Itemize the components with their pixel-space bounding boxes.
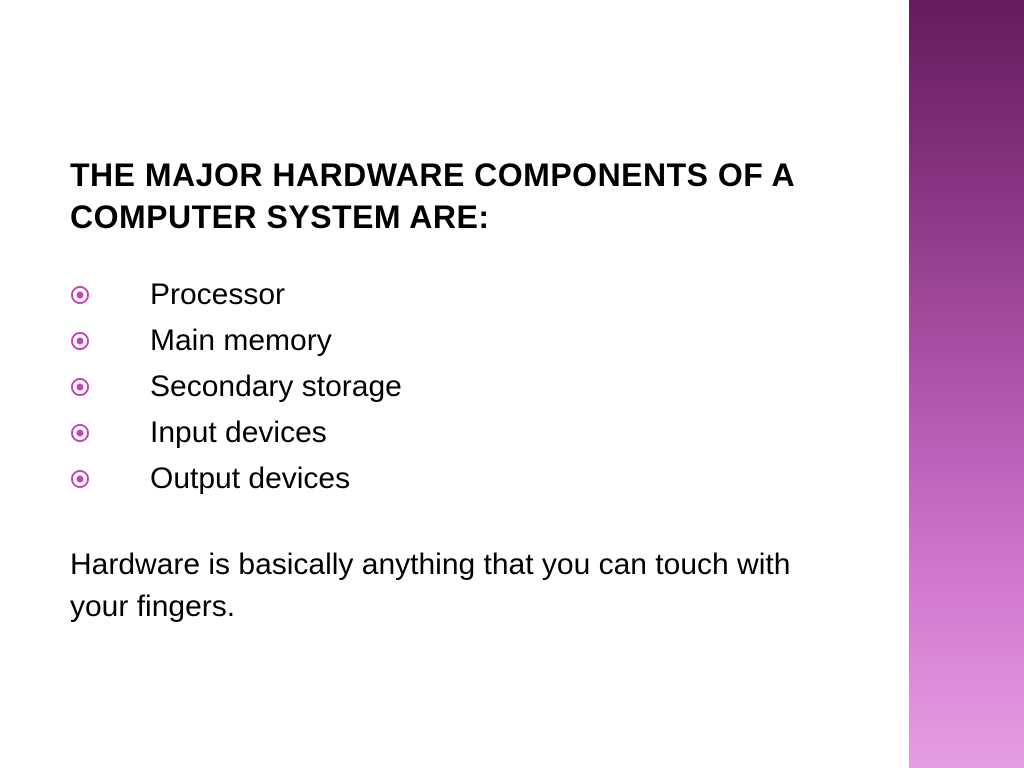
bullet-list: Processor Main memory Secondary storage [70,278,810,496]
bullet-text: Output devices [150,462,350,496]
list-item: Output devices [70,462,810,496]
list-item: Input devices [70,416,810,450]
list-item: Main memory [70,324,810,358]
bullet-target-icon [70,469,90,489]
bullet-target-icon [70,285,90,305]
list-item: Processor [70,278,810,312]
bullet-text: Main memory [150,324,332,358]
body-paragraph: Hardware is basically anything that you … [70,544,810,628]
slide-content: THE MAJOR HARDWARE COMPONENTS OF A COMPU… [0,0,880,628]
accent-bar [909,0,1024,768]
bullet-text: Processor [150,278,285,312]
slide-title: THE MAJOR HARDWARE COMPONENTS OF A COMPU… [70,155,810,238]
bullet-text: Secondary storage [150,370,402,404]
bullet-target-icon [70,377,90,397]
bullet-target-icon [70,331,90,351]
bullet-target-icon [70,423,90,443]
bullet-text: Input devices [150,416,327,450]
list-item: Secondary storage [70,370,810,404]
